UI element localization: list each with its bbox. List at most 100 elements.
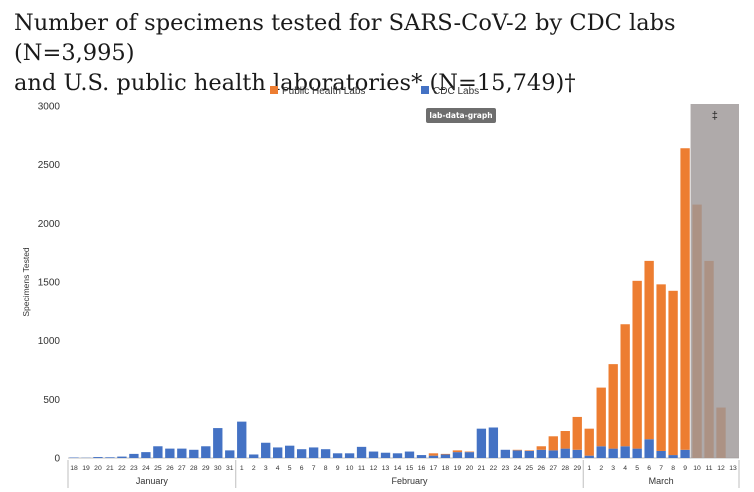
cdc-bar: [656, 450, 666, 458]
cdc-bar: [500, 449, 511, 458]
cdc-bar: [584, 455, 594, 458]
x-tick-label: 29: [202, 465, 210, 472]
cdc-bar: [392, 453, 403, 458]
cdc-bar: [356, 446, 367, 458]
cdc-bar: [452, 452, 463, 458]
x-tick-label: 1: [240, 465, 244, 472]
x-tick-label: 22: [490, 465, 498, 472]
cdc-bar: [273, 447, 283, 458]
x-tick-label: 5: [288, 465, 292, 472]
x-tick-label: 21: [478, 465, 486, 472]
x-tick-label: 3: [264, 465, 268, 472]
phl-bar: [608, 364, 618, 449]
phl-bar: [560, 431, 570, 449]
title-line-2: and U.S. public health laboratories* (N=…: [14, 70, 576, 96]
x-tick-label: 13: [382, 465, 390, 472]
cdc-bar: [548, 450, 558, 458]
x-tick-label: 8: [324, 465, 328, 472]
cdc-bar: [261, 442, 271, 458]
x-tick-label: 28: [190, 465, 198, 472]
cdc-bar: [428, 455, 439, 458]
cdc-bar: [308, 447, 319, 458]
x-tick-label: 27: [178, 465, 186, 472]
projected-region-label: ‡: [712, 110, 718, 122]
cdc-bar: [380, 452, 391, 458]
x-tick-label: 16: [418, 465, 426, 472]
x-tick-label: 22: [118, 465, 126, 472]
phl-bar: [512, 449, 523, 451]
phl-bar: [644, 260, 654, 440]
cdc-bar: [524, 450, 534, 458]
y-tick-label: 2000: [38, 219, 61, 230]
cdc-bar: [105, 457, 115, 458]
x-tick-label: 1: [587, 465, 591, 472]
x-tick-label: 14: [394, 465, 402, 472]
legend-label-public-health: Public Health Labs: [282, 86, 365, 97]
x-tick-label: 9: [336, 465, 340, 472]
cdc-bar: [249, 454, 259, 458]
cdc-bar: [93, 457, 103, 458]
x-tick-label: 19: [454, 465, 462, 472]
cdc-bar: [320, 449, 331, 458]
cdc-bar: [213, 428, 223, 458]
x-tick-label: 6: [647, 465, 651, 472]
x-tick-label: 19: [82, 465, 90, 472]
x-tick-label: 31: [226, 465, 234, 472]
y-tick-label: 1500: [38, 278, 61, 289]
x-tick-label: 6: [300, 465, 304, 472]
x-tick-label: 20: [94, 465, 102, 472]
cdc-bar: [117, 456, 127, 458]
cdc-bar: [201, 446, 211, 458]
graph-badge: lab-data-graph: [426, 108, 496, 123]
phl-bar: [632, 280, 642, 449]
legend-swatch-public-health: [270, 86, 278, 94]
y-tick-label: 0: [54, 454, 60, 465]
phl-bar: [428, 453, 439, 456]
x-tick-label: 4: [276, 465, 280, 472]
cdc-bar: [225, 450, 235, 458]
legend-swatch-cdc: [421, 86, 429, 94]
phl-bar: [620, 324, 630, 447]
cdc-bar: [620, 446, 630, 458]
x-tick-label: 12: [370, 465, 378, 472]
y-tick-label: 1000: [38, 336, 61, 347]
cdc-bar: [488, 427, 499, 458]
chart-title: Number of specimens tested for SARS-CoV-…: [14, 8, 744, 98]
y-tick-label: 500: [43, 395, 60, 406]
phl-bar: [536, 446, 546, 450]
x-tick-label: 13: [729, 465, 737, 472]
cdc-bar: [416, 455, 427, 458]
phl-bar: [548, 436, 558, 451]
x-tick-label: 8: [671, 465, 675, 472]
cdc-bar: [512, 450, 523, 458]
cdc-bar: [237, 421, 247, 458]
phl-bar: [572, 416, 582, 450]
x-tick-label: 18: [442, 465, 450, 472]
x-tick-label: 28: [561, 465, 569, 472]
y-tick-label: 3000: [38, 102, 61, 113]
cdc-bar: [440, 454, 451, 458]
legend-label-cdc: CDC Labs: [433, 86, 479, 97]
y-tick-label: 2500: [38, 160, 61, 171]
cdc-bar: [153, 446, 163, 458]
month-label: February: [391, 476, 428, 486]
phl-bar: [440, 453, 451, 455]
cdc-bar: [560, 448, 570, 458]
cdc-bar: [596, 446, 606, 458]
x-tick-label: 10: [693, 465, 701, 472]
x-tick-label: 30: [214, 465, 222, 472]
x-tick-label: 20: [466, 465, 474, 472]
projected-region: [690, 104, 739, 458]
x-tick-label: 26: [538, 465, 546, 472]
cdc-bar: [332, 453, 343, 458]
month-label: January: [136, 476, 169, 486]
cdc-bar: [284, 445, 295, 458]
cdc-bar: [668, 455, 678, 458]
x-tick-label: 11: [706, 465, 713, 472]
x-tick-label: 18: [70, 465, 78, 472]
cdc-bar: [572, 449, 582, 458]
cdc-bar: [680, 449, 690, 458]
x-tick-label: 26: [166, 465, 174, 472]
x-tick-label: 25: [154, 465, 162, 472]
